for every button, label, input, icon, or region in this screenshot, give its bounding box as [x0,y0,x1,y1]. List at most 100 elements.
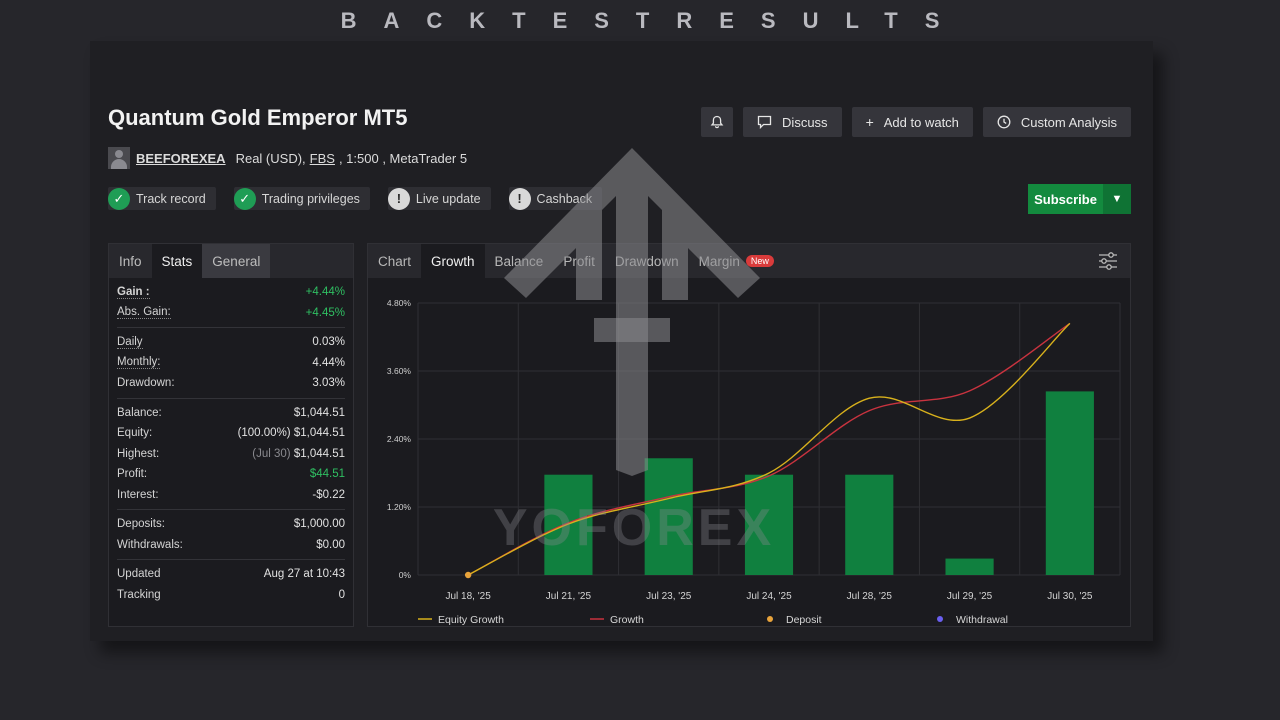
header-actions: Discuss + Add to watch Custom Analysis [701,107,1131,137]
drawdown-value: 3.03% [312,377,345,390]
y-tick-label: 3.60% [387,366,412,376]
legend-label: Growth [610,614,644,626]
subscribe-dropdown[interactable]: ▼ [1103,184,1131,214]
exclamation-icon: ! [387,187,410,210]
abs-gain-label: Abs. Gain: [117,306,171,320]
tab-profit[interactable]: Profit [563,253,595,269]
x-tick-label: Jul 23, '25 [646,591,692,602]
legend-dot-marker [937,616,943,622]
deposits-label: Deposits: [117,518,165,531]
bar [544,474,593,575]
highest-date: (Jul 30) [252,447,291,460]
banner-title: BACKTESTRESULTS [340,8,967,33]
tab-chart[interactable]: Chart [378,253,412,269]
tab-drawdown[interactable]: Drawdown [614,253,679,269]
profit-value: $44.51 [309,468,345,481]
username-link[interactable]: BEEFOREXEA [136,150,226,166]
equity-value: $1,044.51 [293,427,345,440]
badge-track-record[interactable]: ✓ Track record [108,187,216,210]
deposits-value: $1,000.00 [293,518,345,531]
tab-growth[interactable]: Growth [421,244,485,278]
new-badge: New [745,255,774,267]
legend-label: Deposit [786,614,822,626]
discuss-label: Discuss [782,114,828,130]
stats-tabs: Info Stats General [109,244,353,278]
x-tick-label: Jul 28, '25 [847,591,893,602]
y-tick-label: 2.40% [387,434,412,444]
tab-info[interactable]: Info [119,253,142,269]
plus-icon: + [865,114,874,130]
bar [845,474,894,575]
balance-value: $1,044.51 [293,406,345,419]
page-title: Quantum Gold Emperor MT5 [108,105,408,130]
leverage-platform: , 1:500 , MetaTrader 5 [338,150,468,166]
growth-chart[interactable]: 0% 1.20% 2.40% 3.60% 4.80% Jul 18, '25 Jul 21,… [368,278,1130,626]
updated-value: Aug 27 at 10:43 [263,568,345,581]
legend-dot-marker [767,616,773,622]
bar [1045,391,1094,575]
x-tick-label: Jul 18, '25 [446,591,492,602]
subscribe-group: Subscribe ▼ [1028,184,1131,214]
check-icon: ✓ [108,187,130,210]
daily-label: Daily [117,335,143,349]
subscribe-button[interactable]: Subscribe [1028,184,1103,214]
badge-label: Live update [415,191,481,206]
drawdown-label: Drawdown: [117,377,175,390]
badge-label: Cashback [536,191,593,206]
status-badges: ✓ Track record ✓ Trading privileges ! Li… [108,187,603,210]
withdrawals-value: $0.00 [316,538,345,551]
badge-trading-privileges[interactable]: ✓ Trading privileges [233,187,370,210]
sliders-icon[interactable] [1098,252,1118,270]
updated-label: Updated [117,568,161,581]
chart-tabs: Chart Growth Balance Profit Drawdown Mar… [368,244,1130,278]
tab-stats[interactable]: Stats [151,244,203,278]
monthly-value: 4.44% [312,356,345,369]
account-type: Real (USD), [235,150,306,166]
tab-margin[interactable]: Margin New [689,244,784,278]
add-to-watch-button[interactable]: + Add to watch [851,107,973,137]
tab-margin-label: Margin [698,253,740,269]
stats-panel: Info Stats General Gain : +4.44% Abs. Gai… [108,243,354,627]
x-tick-label: Jul 21, '25 [546,591,592,602]
abs-gain-value: +4.45% [305,306,345,319]
badge-label: Trading privileges [261,191,360,206]
monthly-label: Monthly: [117,356,161,370]
badge-label: Track record [136,191,206,206]
clock-icon [997,115,1011,129]
y-tick-label: 1.20% [387,502,412,512]
badge-cashback[interactable]: ! Cashback [508,187,603,210]
check-icon: ✓ [233,187,256,210]
bell-icon [710,115,724,129]
chart-panel: Chart Growth Balance Profit Drawdown Mar… [367,243,1131,627]
highest-value: $1,044.51 [293,447,345,460]
custom-analysis-label: Custom Analysis [1020,114,1117,130]
main-panel: Quantum Gold Emperor MT5 Discuss + Add t… [90,41,1153,641]
equity-percent: (100.00%) [237,427,291,440]
avatar [108,147,130,169]
broker-link[interactable]: FBS [309,150,335,166]
tab-general[interactable]: General [202,244,271,278]
tab-balance[interactable]: Balance [494,253,544,269]
badge-live-update[interactable]: ! Live update [387,187,491,210]
legend-label: Equity Growth [438,614,504,626]
growth-line [467,322,1071,576]
x-tick-label: Jul 24, '25 [746,591,792,602]
add-to-watch-label: Add to watch [883,114,959,130]
balance-label: Balance: [117,406,162,419]
gain-value: +4.44% [305,286,345,299]
equity-growth-line [467,322,1071,576]
interest-value: -$0.22 [312,488,345,501]
bar [945,558,994,575]
equity-label: Equity: [117,427,153,440]
daily-value: 0.03% [312,336,345,349]
y-tick-label: 4.80% [387,298,412,308]
discuss-button[interactable]: Discuss [743,107,842,137]
notification-button[interactable] [701,107,734,137]
deposit-point [464,571,472,579]
highest-label: Highest: [117,447,160,460]
profit-label: Profit: [117,468,148,481]
tracking-value: 0 [338,588,345,601]
legend-label: Withdrawal [956,614,1008,626]
custom-analysis-button[interactable]: Custom Analysis [982,107,1131,137]
withdrawals-label: Withdrawals: [117,538,183,551]
